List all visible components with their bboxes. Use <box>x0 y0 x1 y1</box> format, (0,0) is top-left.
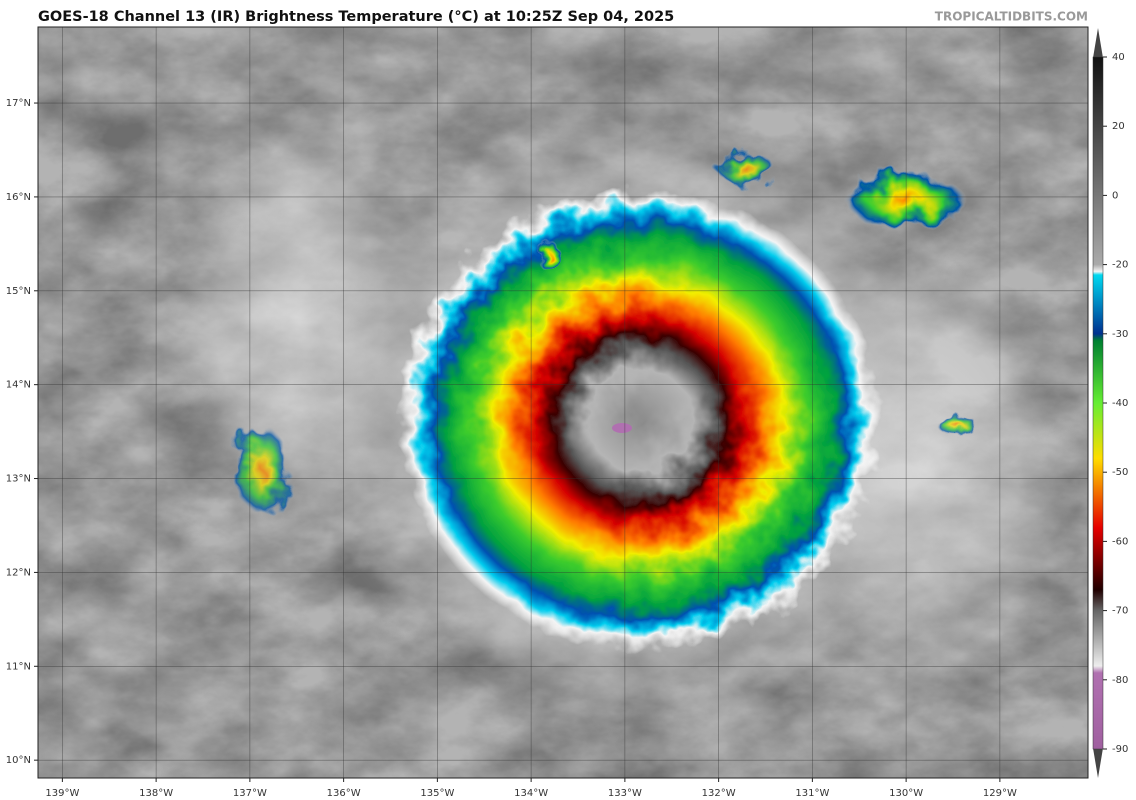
lon-label: 134°W <box>514 788 548 799</box>
map-frame <box>37 26 1089 779</box>
lon-label: 136°W <box>327 788 361 799</box>
colorbar <box>1092 56 1104 750</box>
lat-label: 12°N <box>6 567 31 578</box>
colorbar-label: -20 <box>1112 260 1128 271</box>
lon-label: 132°W <box>702 788 736 799</box>
lat-label: 13°N <box>6 474 31 485</box>
lat-label: 11°N <box>6 661 31 672</box>
colorbar-label: 0 <box>1112 190 1118 201</box>
colorbar-label: 40 <box>1112 52 1125 63</box>
lon-label: 135°W <box>420 788 454 799</box>
colorbar-label: -30 <box>1112 329 1128 340</box>
colorbar-label: -90 <box>1112 744 1128 755</box>
colorbar-label: -60 <box>1112 536 1128 547</box>
lat-label: 14°N <box>6 380 31 391</box>
title: GOES-18 Channel 13 (IR) Brightness Tempe… <box>38 9 674 25</box>
colorbar-label: -80 <box>1112 675 1128 686</box>
lat-label: 17°N <box>6 98 31 109</box>
satellite-image <box>38 27 1088 778</box>
watermark: TROPICALTIDBITS.COM <box>935 10 1088 24</box>
lon-label: 131°W <box>795 788 829 799</box>
colorbar-label: -50 <box>1112 467 1128 478</box>
lat-label: 10°N <box>6 755 31 766</box>
lat-label: 15°N <box>6 286 31 297</box>
colorbar-label: -70 <box>1112 606 1128 617</box>
lon-label: 133°W <box>608 788 642 799</box>
lon-label: 137°W <box>233 788 267 799</box>
lon-label: 138°W <box>139 788 173 799</box>
lat-label: 16°N <box>6 192 31 203</box>
colorbar-label: -40 <box>1112 398 1128 409</box>
lon-label: 139°W <box>45 788 79 799</box>
lon-label: 129°W <box>983 788 1017 799</box>
lon-label: 130°W <box>889 788 923 799</box>
colorbar-label: 20 <box>1112 121 1125 132</box>
